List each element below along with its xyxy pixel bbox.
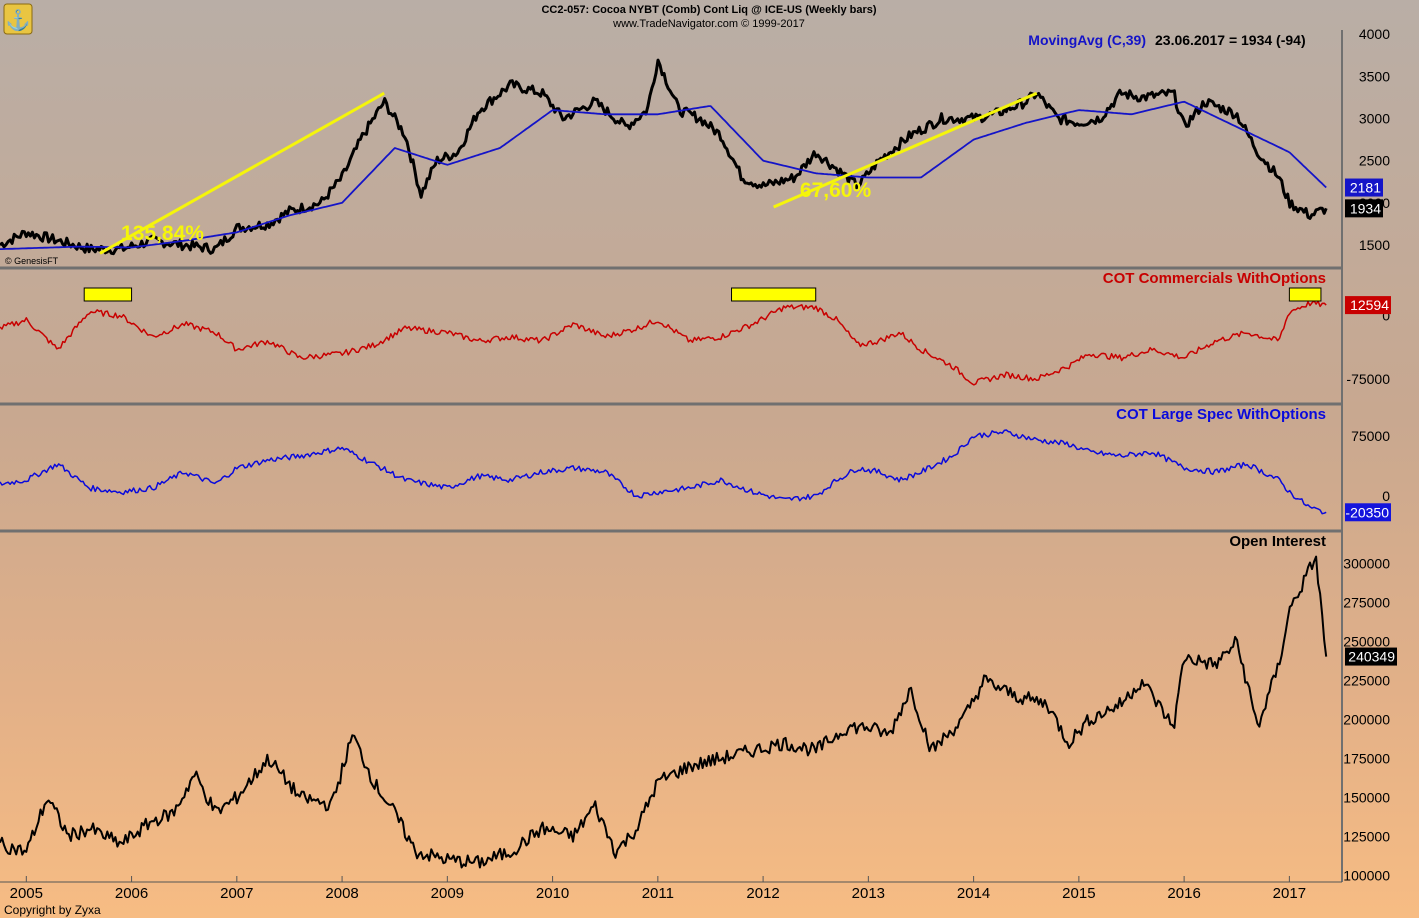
highlight-box <box>83 287 133 302</box>
copyright-label: Copyright by Zyxa <box>4 903 101 917</box>
y-tick-label: -75000 <box>1346 371 1390 387</box>
x-tick-label: 2012 <box>746 885 779 902</box>
x-tick-label: 2015 <box>1062 885 1095 902</box>
x-tick-label: 2016 <box>1167 885 1200 902</box>
highlight-box <box>731 287 817 302</box>
genesis-label: © GenesisFT <box>5 256 59 266</box>
trend-line <box>99 91 385 255</box>
y-tick-label: 3000 <box>1359 111 1390 127</box>
y-tick-label: 225000 <box>1343 672 1390 688</box>
series-line <box>0 300 1327 386</box>
y-tick-label: 175000 <box>1343 750 1390 766</box>
last-value-box <box>1345 296 1391 315</box>
last-value-box <box>1345 503 1391 522</box>
close-value-label: 1934 <box>1350 200 1381 216</box>
ma-label: MovingAvg (C,39) <box>1028 32 1146 48</box>
series-line <box>0 429 1327 515</box>
last-value-label: 240349 <box>1348 649 1395 665</box>
x-tick-label: 2005 <box>10 885 43 902</box>
last-value-box <box>1345 647 1397 666</box>
series-line <box>0 555 1328 869</box>
chart-subtitle: www.TradeNavigator.com © 1999-2017 <box>612 18 805 30</box>
y-tick-label: 2500 <box>1359 153 1390 169</box>
y-tick-label: 3500 <box>1359 68 1390 84</box>
x-tick-label: 2010 <box>536 885 569 902</box>
y-tick-label: 125000 <box>1343 828 1390 844</box>
y-tick-label: 200000 <box>1343 711 1390 727</box>
logo-icon: ⚓ <box>3 3 33 35</box>
price-series-line <box>0 58 1328 256</box>
last-value-label: -20350 <box>1345 504 1389 520</box>
commercials-title: COT Commercials WithOptions <box>1103 270 1326 287</box>
y-tick-label: 1500 <box>1359 237 1390 253</box>
ma-value-box <box>1345 178 1383 197</box>
highlight-box <box>1288 287 1322 302</box>
x-tick-label: 2008 <box>325 885 358 902</box>
x-tick-label: 2014 <box>957 885 990 902</box>
moving-average-line <box>0 100 1327 250</box>
y-tick-label: 300000 <box>1343 556 1390 572</box>
last-value-label: 12594 <box>1350 297 1389 313</box>
annotation-label: 67,60% <box>800 179 872 202</box>
y-tick-label: 150000 <box>1343 789 1390 805</box>
x-tick-label: 2009 <box>431 885 464 902</box>
x-tick-label: 2013 <box>852 885 885 902</box>
x-tick-label: 2006 <box>115 885 148 902</box>
large-spec-title: COT Large Spec WithOptions <box>1116 406 1326 423</box>
y-tick-label: 75000 <box>1351 428 1390 444</box>
y-tick-label: 275000 <box>1343 595 1390 611</box>
y-tick-label: 0 <box>1382 488 1390 504</box>
chart-title: CC2-057: Cocoa NYBT (Comb) Cont Liq @ IC… <box>541 4 876 16</box>
svg-text:⚓: ⚓ <box>6 8 31 32</box>
y-tick-label: 100000 <box>1343 867 1390 883</box>
ma-value-text: 23.06.2017 = 1934 (-94) <box>1155 32 1306 48</box>
close-value-box <box>1345 199 1383 218</box>
y-tick-label: 0 <box>1382 308 1390 324</box>
x-tick-label: 2007 <box>220 885 253 902</box>
trend-line <box>773 91 1038 209</box>
x-tick-label: 2011 <box>642 885 674 902</box>
x-tick-label: 2017 <box>1273 885 1306 902</box>
y-tick-label: 4000 <box>1359 26 1390 42</box>
annotation-label: 135,84% <box>121 222 204 245</box>
y-tick-label: 250000 <box>1343 634 1390 650</box>
ma-value-label: 2181 <box>1350 180 1381 196</box>
open-interest-title: Open Interest <box>1229 533 1326 550</box>
